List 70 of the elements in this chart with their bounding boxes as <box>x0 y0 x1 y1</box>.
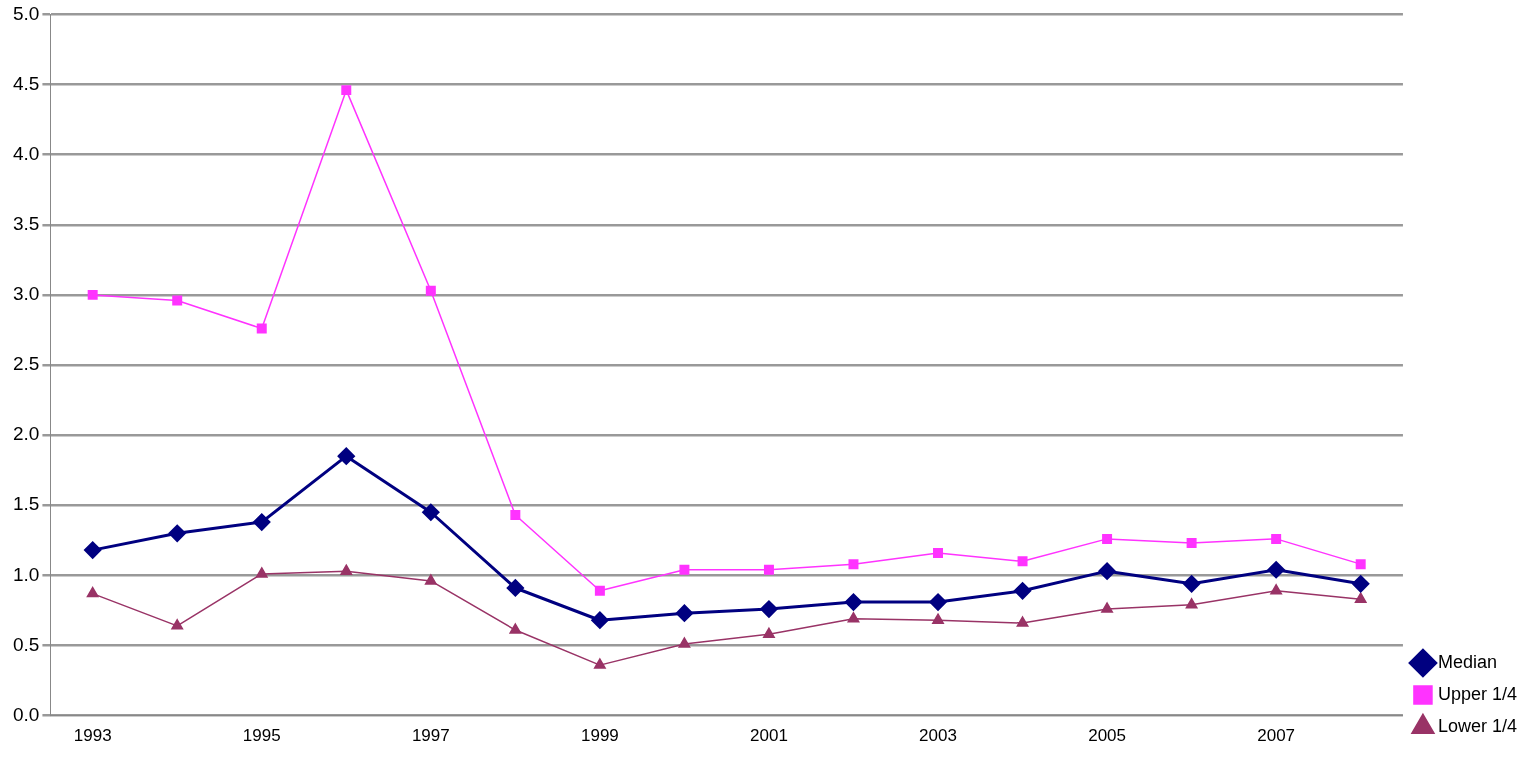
x-tick-label: 2005 <box>1088 726 1126 746</box>
point <box>678 637 691 648</box>
point <box>171 619 184 630</box>
point <box>424 574 437 585</box>
y-tick-label: 0.5 <box>12 633 40 655</box>
point <box>341 85 352 96</box>
point <box>594 585 605 596</box>
legend-label: Upper 1/4 <box>1437 683 1518 704</box>
y-tick-label: 1.5 <box>12 493 40 515</box>
point <box>1014 582 1032 600</box>
point <box>87 289 98 300</box>
x-tick-label: 1993 <box>73 726 112 746</box>
point <box>1267 561 1285 579</box>
y-tick-label: 3.5 <box>12 212 40 234</box>
point <box>763 564 774 575</box>
point <box>932 613 944 624</box>
point <box>1354 592 1367 603</box>
point <box>168 524 186 542</box>
point <box>340 564 353 575</box>
point <box>1352 575 1370 593</box>
point <box>1270 584 1283 595</box>
y-tick-label: 2.5 <box>12 353 40 375</box>
point <box>844 593 862 611</box>
point <box>422 503 440 521</box>
point <box>337 447 355 465</box>
point <box>763 627 775 639</box>
point <box>591 611 609 629</box>
point <box>253 513 271 531</box>
x-tick-label: 1999 <box>580 726 619 746</box>
y-tick-label: 2.0 <box>12 423 40 445</box>
point <box>1271 533 1282 544</box>
y-tick-label: 4.0 <box>12 142 40 164</box>
point <box>1098 562 1116 580</box>
y-tick-label: 5.0 <box>12 2 40 24</box>
y-tick-label: 3.0 <box>12 283 40 305</box>
point <box>425 285 436 296</box>
point <box>675 604 693 622</box>
point <box>255 567 268 578</box>
point <box>929 593 947 611</box>
point <box>593 658 606 669</box>
y-tick-label: 0.0 <box>12 703 40 725</box>
legend-label: Median <box>1437 651 1497 672</box>
legend-label: Lower 1/4 <box>1437 715 1518 736</box>
point <box>509 623 522 634</box>
point <box>1186 538 1197 549</box>
point <box>847 612 860 623</box>
point <box>933 547 944 558</box>
point <box>1016 616 1029 627</box>
point <box>679 564 690 575</box>
point <box>1185 598 1198 609</box>
point <box>506 579 524 597</box>
point <box>172 295 183 306</box>
point <box>510 510 521 521</box>
point <box>86 586 99 598</box>
x-tick-label: 2003 <box>919 726 957 746</box>
x-tick-label: 1995 <box>242 726 281 746</box>
point <box>1183 575 1201 593</box>
point <box>760 600 778 618</box>
point <box>84 541 102 559</box>
y-tick-label: 4.5 <box>12 72 40 94</box>
x-tick-label: 2007 <box>1257 726 1296 746</box>
x-tick-label: 2001 <box>750 726 788 746</box>
point <box>1102 533 1113 544</box>
point <box>1101 602 1114 613</box>
y-tick-label: 1.0 <box>12 563 40 585</box>
point <box>1017 556 1028 567</box>
point <box>256 323 267 334</box>
point <box>1355 559 1366 570</box>
x-tick-label: 1997 <box>411 726 450 746</box>
point <box>848 559 859 570</box>
